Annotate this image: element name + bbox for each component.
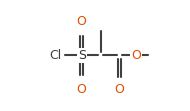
- Text: O: O: [131, 49, 141, 62]
- Text: O: O: [77, 83, 87, 96]
- Text: S: S: [78, 49, 86, 62]
- Text: Cl: Cl: [49, 49, 62, 62]
- Text: O: O: [115, 83, 124, 96]
- Text: O: O: [77, 15, 87, 28]
